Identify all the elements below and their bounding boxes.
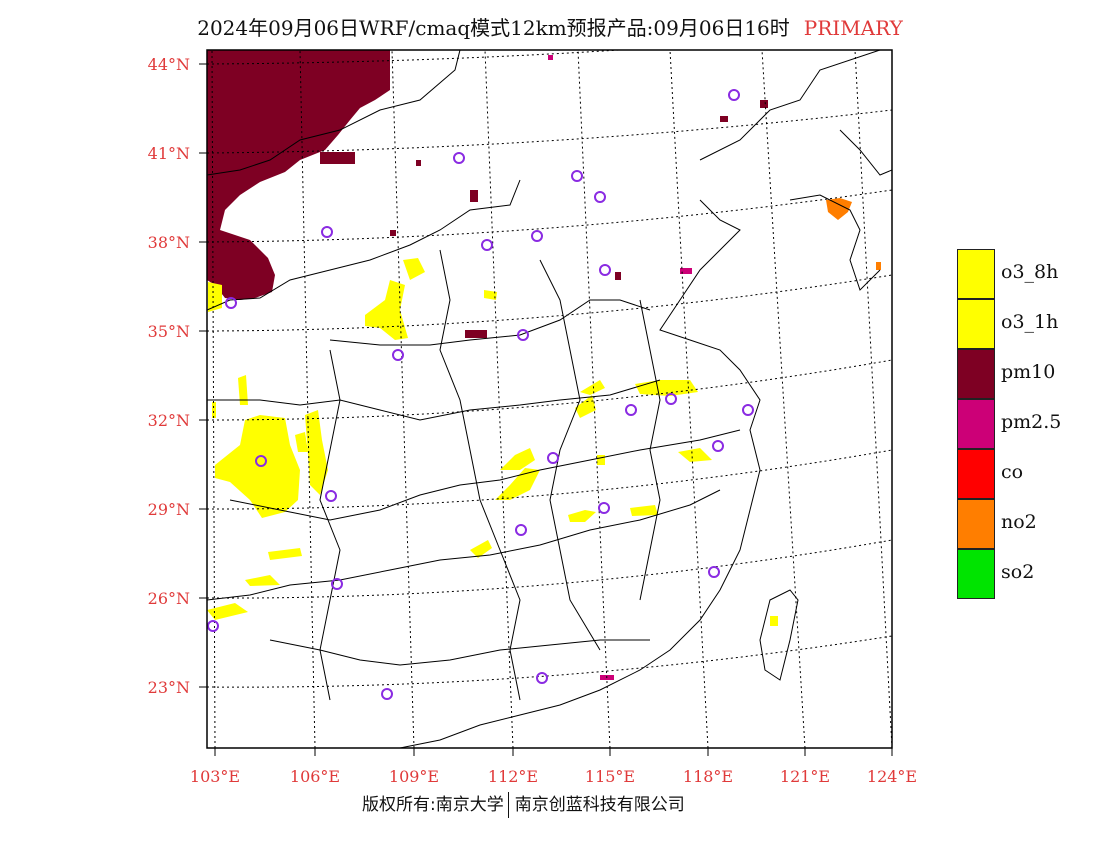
o3-areas [207,258,778,626]
pm10-patch [465,330,487,338]
tick-marks [199,63,893,756]
lat-label-38: 38°N [148,233,190,252]
pm10-patch [720,116,728,122]
copyright-footer: 版权所有:南京大学 南京创蓝科技有限公司 [362,790,685,818]
lat-label-35: 35°N [148,322,190,341]
graticule [207,50,892,748]
legend-item-pm25: pm2.5 [957,399,1097,449]
legend-item-o3-1h: o3_1h [957,299,1097,349]
lon-label-115: 115°E [585,767,635,786]
lat-label-29: 29°N [148,500,190,519]
legend-swatch [957,449,995,499]
pollutant-legend: o3_8h o3_1h pm10 pm2.5 co no2 so2 [957,249,1097,599]
lon-label-106: 106°E [290,767,340,786]
legend-swatch [957,249,995,299]
pm10-patch [416,160,421,166]
legend-label: co [1001,461,1024,483]
legend-label: pm2.5 [1001,411,1062,433]
pm10-patch [760,100,768,108]
pm25-patch [680,268,692,274]
copyright-left: 版权所有:南京大学 [362,795,504,815]
lon-label-118: 118°E [683,767,733,786]
no2-area [826,198,852,220]
legend-item-co: co [957,449,1097,499]
legend-swatch [957,399,995,449]
pm25-patch [548,55,553,60]
primary-tag: PRIMARY [803,16,903,40]
title-text: 2024年09月06日WRF/cmaq模式12km预报产品:09月06日16时 [197,16,790,40]
pm10-patch [390,230,396,236]
legend-swatch [957,349,995,399]
legend-label: o3_1h [1001,311,1059,333]
lat-label-44: 44°N [148,55,190,74]
legend-swatch [957,499,995,549]
pm10-patch [320,152,355,164]
legend-item-so2: so2 [957,549,1097,599]
boundaries [207,50,892,748]
lon-label-124: 124°E [867,767,917,786]
legend-swatch [957,299,995,349]
lat-label-23: 23°N [148,678,190,697]
legend-label: so2 [1001,561,1035,583]
pm10-patch [615,272,621,280]
lon-label-112: 112°E [488,767,538,786]
map-frame [206,49,893,749]
legend-swatch [957,549,995,599]
footer-divider [507,792,509,818]
pm10-patch [470,190,478,202]
no2-patch [876,262,881,270]
station-markers [207,89,754,700]
map-plot-area [207,50,892,748]
legend-item-no2: no2 [957,499,1097,549]
lat-label-41: 41°N [148,144,190,163]
copyright-right: 南京创蓝科技有限公司 [514,795,685,815]
legend-item-pm10: pm10 [957,349,1097,399]
map-title: 2024年09月06日WRF/cmaq模式12km预报产品:09月06日16时 P… [0,12,1100,41]
legend-label: pm10 [1001,361,1056,383]
lat-label-26: 26°N [148,589,190,608]
lat-label-32: 32°N [148,411,190,430]
lon-label-103: 103°E [190,767,240,786]
legend-label: o3_8h [1001,261,1059,283]
legend-item-o3-8h: o3_8h [957,249,1097,299]
pm10-area-northwest [207,50,390,300]
legend-label: no2 [1001,511,1037,533]
lon-label-121: 121°E [780,767,830,786]
lon-label-109: 109°E [389,767,439,786]
